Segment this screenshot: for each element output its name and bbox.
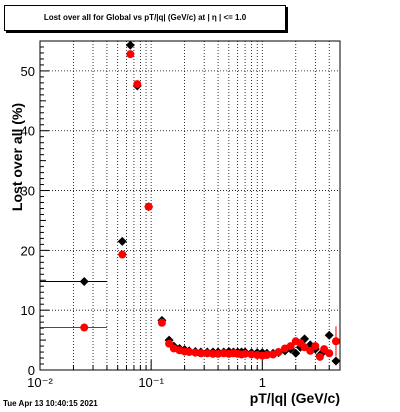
- data-point: [125, 40, 135, 50]
- data-point: [241, 349, 250, 358]
- data-point: [286, 342, 295, 351]
- data-point: [185, 348, 194, 357]
- data-point: [315, 352, 324, 361]
- data-point: [196, 349, 205, 358]
- y-tick-label: 50: [21, 64, 35, 79]
- x-tick-label: 10⁻¹: [138, 375, 164, 390]
- x-tick-label: 1: [259, 375, 266, 390]
- data-point: [262, 351, 271, 360]
- grid-layer: [40, 41, 340, 370]
- data-point: [133, 80, 142, 89]
- data-point: [126, 50, 135, 59]
- x-tick-label: 10⁻²: [27, 375, 53, 390]
- data-point: [311, 342, 320, 351]
- y-tick-label: 0: [28, 363, 35, 378]
- x-axis-label: pT/|q| (GeV/c): [250, 390, 340, 406]
- data-point: [144, 202, 153, 211]
- chart-title: Lost over all for Global vs pT/|q| (GeV/…: [4, 5, 286, 31]
- y-tick-label: 40: [21, 124, 35, 139]
- series-layer: [40, 40, 341, 366]
- data-point: [274, 348, 283, 357]
- plot-frame: [39, 40, 341, 371]
- data-point: [291, 348, 301, 358]
- y-tick-label: 30: [21, 184, 35, 199]
- data-point: [118, 250, 127, 259]
- data-series: [40, 50, 340, 361]
- data-point: [331, 337, 340, 346]
- data-point: [325, 349, 334, 358]
- data-point: [331, 356, 341, 366]
- y-tick-label: 20: [21, 243, 35, 258]
- data-point: [157, 318, 166, 327]
- data-point: [306, 346, 315, 355]
- timestamp: Tue Apr 13 10:40:15 2021: [3, 399, 98, 408]
- y-axis-label: Lost over all (%): [9, 103, 25, 211]
- y-tick-label: 10: [21, 303, 35, 318]
- data-point: [324, 330, 334, 340]
- data-point: [117, 236, 127, 246]
- data-point: [300, 343, 309, 352]
- data-point: [80, 323, 89, 332]
- data-point: [79, 276, 89, 286]
